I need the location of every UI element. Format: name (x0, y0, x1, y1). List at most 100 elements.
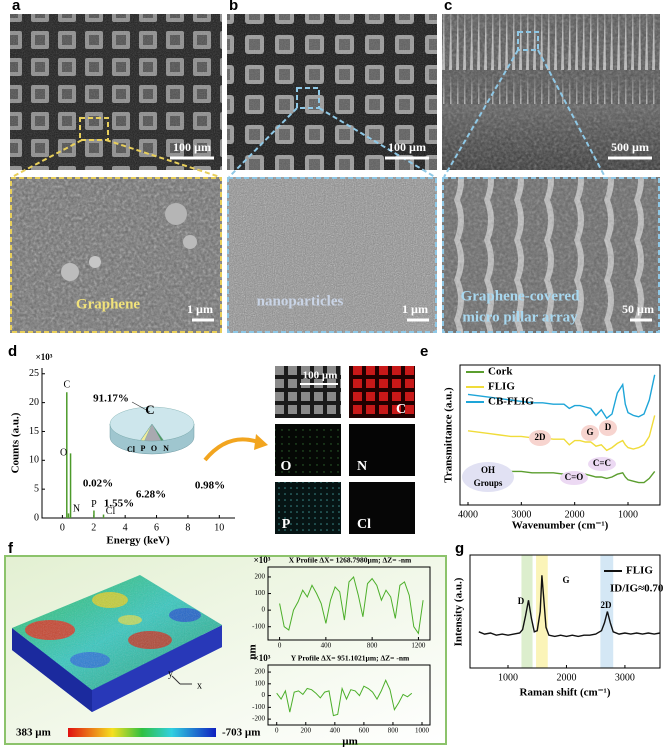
series-line (467, 374, 656, 420)
y-tick-label: 15 (29, 426, 39, 437)
x-tick-label: 1000 (498, 672, 518, 683)
scale-label: 1 µm (402, 302, 428, 316)
scale-label: 100 µm (388, 140, 426, 154)
scale-label: 50 µm (622, 302, 654, 316)
value-label: 0.02% (83, 478, 113, 490)
x-tick-label: 2000 (565, 509, 585, 520)
scale-label: 100 µm (303, 370, 338, 382)
x-tick-label: 3000 (615, 672, 635, 683)
colorbar-label: 383 µm (16, 727, 51, 739)
peak-band (536, 555, 548, 668)
x-tick-label: 600 (359, 727, 370, 735)
y-axis-label: Counts (a.u.) (10, 412, 22, 473)
value-label: 91.17% (93, 393, 129, 405)
pie-slice (140, 423, 153, 441)
y-tick-label: -100 (252, 622, 265, 630)
panel-label: b (229, 0, 238, 14)
y-tick-label: 0 (34, 512, 39, 523)
x-tick-label: 0 (278, 642, 282, 650)
series-line (478, 575, 661, 638)
slice-label: N (163, 444, 169, 453)
axis-multiplier: ×10³ (36, 352, 53, 362)
annotation-bg (529, 430, 551, 446)
scale-label: 500 µm (611, 140, 649, 154)
annotation-bg (581, 425, 599, 441)
x-tick-label: 400 (330, 727, 341, 735)
y-tick-label: 20 (29, 397, 39, 408)
annotation: OH (481, 465, 495, 475)
chart-title: X Profile ΔX= 1268.7980µm; ΔZ= -nm (289, 556, 412, 565)
axis-multiplier: ×10³ (254, 653, 271, 663)
y-axis-label: nm (247, 644, 259, 659)
value-label: 6.28% (136, 489, 166, 501)
caption: Graphene-covered (461, 288, 581, 304)
x-tick-label: 800 (367, 642, 378, 650)
x-tick-label: 2 (91, 522, 96, 533)
slice-label: P (141, 444, 146, 453)
x-tick-label: 10 (214, 522, 224, 533)
map-element: P (282, 517, 291, 532)
x-tick-label: 200 (301, 727, 312, 735)
panel-label: c (444, 0, 452, 14)
plot-frame (469, 554, 661, 669)
annotation: C=C (593, 458, 611, 468)
slice-label: C (145, 402, 154, 417)
x-tick-label: 400 (321, 642, 332, 650)
y-tick-label: -200 (252, 715, 265, 723)
profile-map (4, 555, 447, 745)
peak-label: Cl (106, 506, 116, 517)
note: ID/IG≈0.70 (610, 583, 664, 595)
plot-frame (267, 566, 431, 641)
axis-name: x (197, 680, 202, 691)
annotation: Groups (474, 478, 503, 488)
legend-label: Cork (488, 366, 513, 378)
y-tick-label: 100 (255, 679, 266, 687)
annotation: 2D (535, 432, 547, 442)
panel-label: e (420, 343, 428, 360)
y-tick-label: 0 (262, 606, 266, 614)
y-axis-label: Transmittance (a.u.) (443, 387, 455, 483)
y-tick-label: 200 (255, 573, 266, 581)
plot-frame (459, 364, 661, 506)
annotation-bg (599, 420, 617, 436)
y-axis-label: Intensity (a.u.) (453, 577, 465, 646)
series-line (467, 415, 656, 452)
panel-label: d (8, 343, 17, 360)
caption: Graphene (76, 296, 141, 312)
annotation: G (562, 575, 569, 585)
panel-label: f (8, 540, 14, 557)
series-line (468, 467, 656, 484)
value-label: 0.98% (195, 480, 225, 492)
y-tick-label: 200 (255, 668, 266, 676)
eds-maps (203, 366, 415, 534)
x-tick-label: 4 (123, 522, 128, 533)
x-tick-label: 1000 (415, 727, 430, 735)
x-axis-label: Raman shift (cm⁻¹) (520, 687, 611, 699)
x-tick-label: 4000 (458, 509, 478, 520)
annotation: 2D (601, 600, 613, 610)
x-tick-label: 3000 (511, 509, 531, 520)
y-tick-label: 10 (29, 455, 39, 466)
annotation: D (605, 422, 612, 432)
value-label: 1.55% (104, 498, 134, 510)
y-tick-label: -100 (252, 703, 265, 711)
annotation: G (586, 427, 593, 437)
colorbar-label: -703 µm (222, 727, 260, 739)
annotation: D (518, 596, 525, 606)
annotation-bg (462, 462, 514, 492)
y-tick-label: 0 (262, 691, 266, 699)
panel-label: g (455, 540, 464, 557)
caption: micro pillar array (462, 309, 578, 325)
slice-label: Cl (127, 445, 136, 454)
legend-label: FLIG (626, 565, 653, 577)
map-element: O (281, 459, 292, 474)
x-tick-label: 2000 (556, 672, 576, 683)
map-element: C (396, 402, 406, 417)
peak-label: C (63, 380, 70, 391)
x-tick-label: 1200 (411, 642, 426, 650)
scale-label: 1 µm (187, 302, 213, 316)
annotation: C=O (565, 472, 584, 482)
y-tick-label: 100 (255, 589, 266, 597)
x-tick-label: 8 (185, 522, 190, 533)
